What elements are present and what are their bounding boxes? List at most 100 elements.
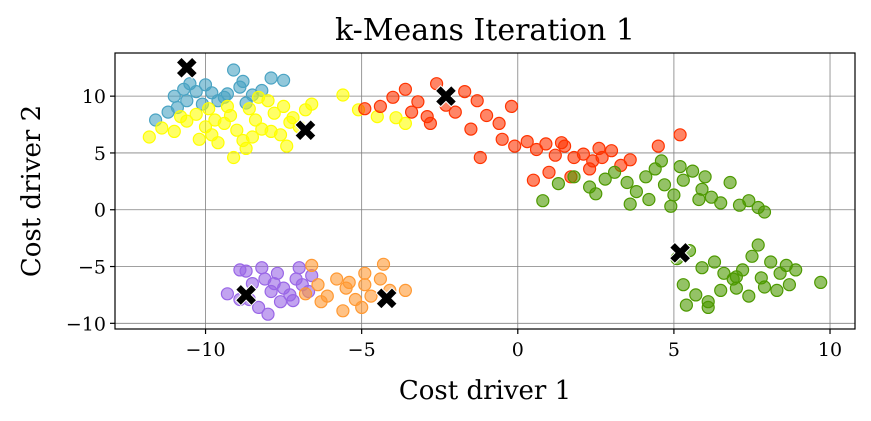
data-point <box>373 272 387 286</box>
data-point <box>336 304 350 318</box>
data-point <box>589 187 603 201</box>
data-point <box>582 162 597 176</box>
cluster-4 <box>536 154 828 314</box>
data-point <box>764 255 778 269</box>
data-point <box>742 289 756 303</box>
data-point <box>202 102 216 116</box>
data-point <box>723 175 737 190</box>
data-point <box>742 194 756 208</box>
data-point <box>267 277 281 291</box>
data-point <box>664 199 678 213</box>
x-tick-label: −5 <box>348 339 376 361</box>
data-point <box>405 105 419 119</box>
data-point <box>398 283 412 297</box>
data-point <box>607 165 622 179</box>
data-point <box>233 263 247 277</box>
data-point <box>180 94 194 108</box>
x-tick-label: −10 <box>185 339 225 361</box>
data-point <box>192 132 206 146</box>
data-point <box>286 294 300 308</box>
y-tick-label: −5 <box>78 257 106 279</box>
data-point <box>208 113 222 127</box>
data-point <box>330 272 344 286</box>
x-tick-label: 10 <box>818 339 842 361</box>
data-point <box>745 249 759 263</box>
data-point <box>698 170 712 184</box>
data-point <box>492 116 506 131</box>
data-point <box>314 295 328 309</box>
data-point <box>248 113 263 127</box>
data-point <box>714 196 728 210</box>
data-point <box>280 139 294 153</box>
data-point <box>620 175 634 190</box>
data-point <box>298 287 313 301</box>
data-point <box>629 185 644 199</box>
y-tick-label: 5 <box>94 143 106 165</box>
data-point <box>358 102 372 116</box>
data-point <box>252 300 266 314</box>
data-point <box>548 148 562 162</box>
data-point <box>592 141 606 155</box>
data-point <box>220 287 234 301</box>
y-axis-label: Cost driver 2 <box>17 105 47 277</box>
data-point <box>277 73 291 87</box>
data-point <box>639 170 653 184</box>
data-point <box>473 150 487 165</box>
data-point <box>714 283 728 297</box>
data-point <box>667 188 681 202</box>
data-point <box>757 205 772 219</box>
data-point <box>692 192 706 207</box>
data-point <box>757 280 772 294</box>
data-point <box>245 130 259 144</box>
data-point <box>520 135 534 149</box>
data-point <box>729 270 744 284</box>
data-point <box>364 289 378 303</box>
data-point <box>239 141 253 155</box>
data-point <box>167 89 181 103</box>
data-point <box>142 130 156 144</box>
data-point <box>227 63 241 77</box>
data-point <box>423 116 437 131</box>
data-point <box>305 97 319 111</box>
data-point <box>189 84 203 99</box>
data-point <box>695 261 709 275</box>
data-point <box>657 178 672 192</box>
plot-frame <box>114 52 856 330</box>
data-point <box>227 150 241 165</box>
data-point <box>701 300 715 314</box>
data-point <box>598 172 612 186</box>
data-point <box>654 154 669 168</box>
data-point <box>174 109 188 124</box>
data-point <box>623 153 637 167</box>
centroids <box>175 56 692 310</box>
data-point <box>277 99 291 114</box>
data-point <box>539 137 553 151</box>
data-point <box>336 88 350 102</box>
data-point <box>676 278 690 292</box>
data-point <box>676 173 690 187</box>
y-tick-label: 0 <box>94 200 106 222</box>
data-point <box>504 99 519 114</box>
data-point <box>729 281 744 295</box>
data-point <box>679 298 694 312</box>
data-point <box>673 160 687 174</box>
axis-ticks: −10 −5 0 5 10 −10 −5 0 5 10 <box>66 86 842 361</box>
data-point <box>267 106 281 120</box>
data-point <box>411 95 425 109</box>
data-points <box>142 63 828 321</box>
data-point <box>542 165 556 179</box>
data-point <box>789 263 803 277</box>
data-point <box>707 255 722 269</box>
data-point <box>373 99 387 114</box>
data-point <box>358 266 372 280</box>
data-point <box>255 261 269 275</box>
data-point <box>526 173 541 187</box>
data-point <box>358 278 372 292</box>
data-point <box>782 278 797 292</box>
centroid-marker <box>668 241 692 265</box>
data-point <box>283 115 297 129</box>
data-point <box>398 116 412 131</box>
centroid-marker <box>375 287 398 310</box>
y-tick-label: 10 <box>82 86 106 108</box>
data-point <box>155 121 169 135</box>
